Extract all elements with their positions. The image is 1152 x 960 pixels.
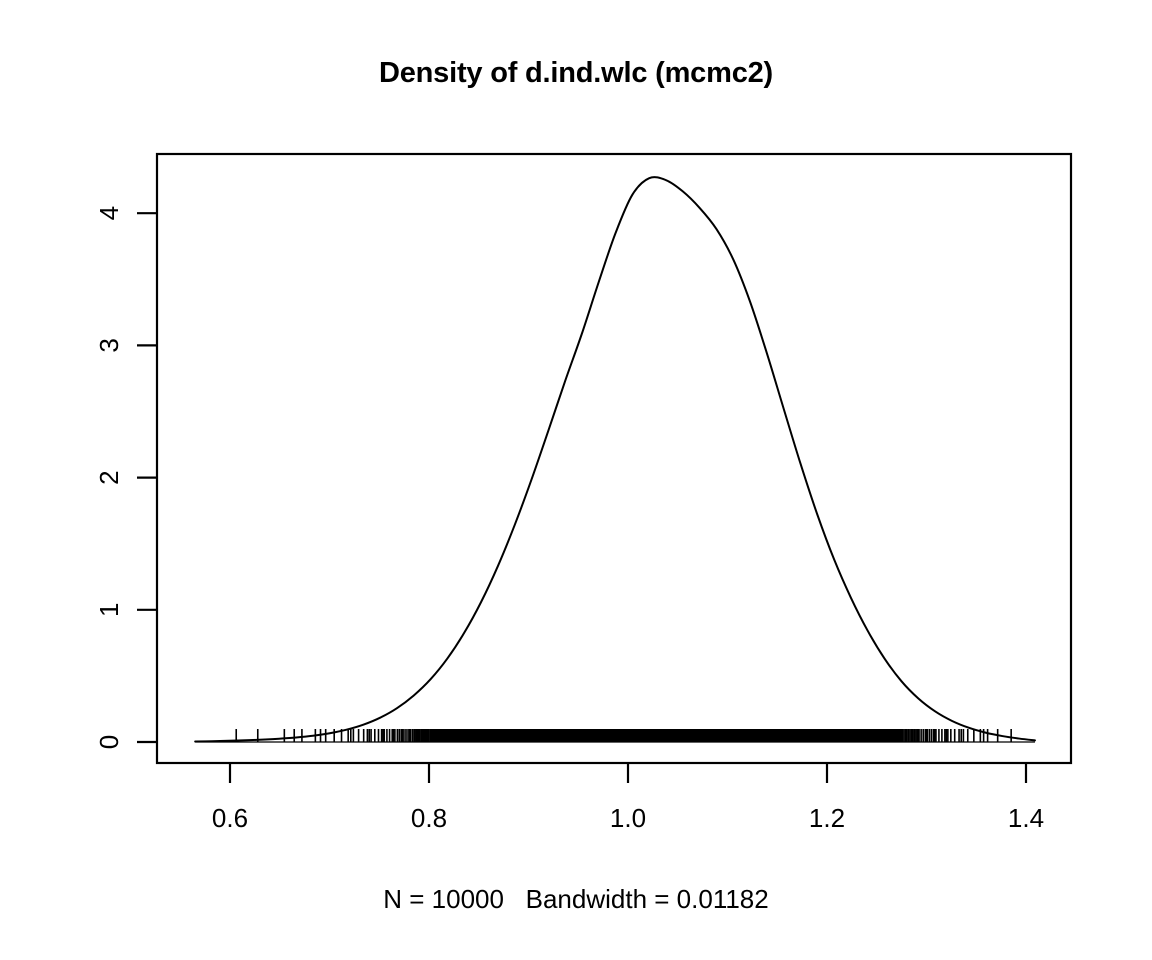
x-axis-ticks xyxy=(228,763,1028,783)
x-tick-label: 1.2 xyxy=(809,803,845,833)
x-axis-label: N = 10000 Bandwidth = 0.01182 xyxy=(383,884,769,914)
x-axis-tick-labels: 0.6 0.8 1.0 1.2 1.4 xyxy=(212,803,1044,833)
density-curve xyxy=(194,176,1036,743)
plot-panel-border xyxy=(155,152,1073,765)
rug-plot xyxy=(195,729,1035,743)
x-tick-label: 1.4 xyxy=(1008,803,1044,833)
y-tick-label: 3 xyxy=(94,338,124,352)
y-tick-label: 1 xyxy=(94,603,124,617)
y-tick-label: 4 xyxy=(94,206,124,220)
x-tick-label: 0.8 xyxy=(411,803,447,833)
y-axis-ticks xyxy=(137,212,157,744)
x-tick-label: 0.6 xyxy=(212,803,248,833)
page-title: Density of d.ind.wlc (mcmc2) xyxy=(378,57,774,89)
x-tick-label: 1.0 xyxy=(610,803,646,833)
y-axis-tick-labels: 0 1 2 3 4 xyxy=(94,206,124,749)
y-tick-label: 2 xyxy=(94,470,124,484)
y-tick-label: 0 xyxy=(94,735,124,749)
